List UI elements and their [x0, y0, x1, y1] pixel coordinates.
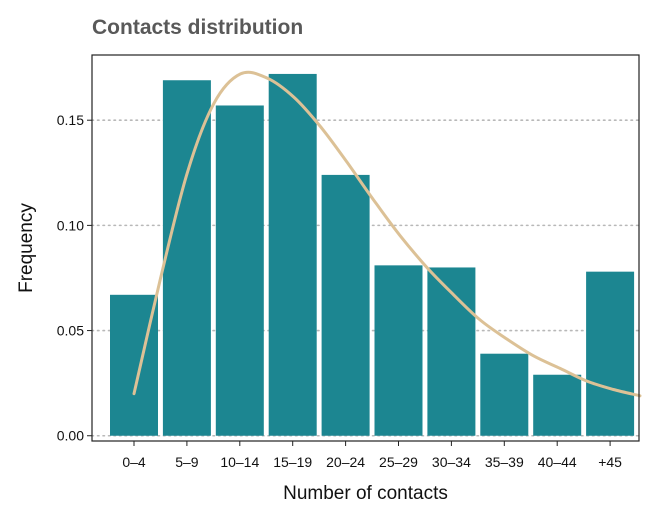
y-tick-label: 0.10	[57, 217, 84, 233]
x-tick-label: 15–19	[273, 454, 312, 470]
x-tick-label: 35–39	[485, 454, 524, 470]
bar-1	[162, 80, 211, 436]
x-tick-label: 0–4	[122, 454, 146, 470]
bar-8	[533, 374, 582, 436]
x-tick-label: 25–29	[379, 454, 418, 470]
y-axis-title: Frequency	[16, 203, 37, 293]
bar-9	[586, 271, 635, 436]
bars	[110, 73, 635, 436]
bar-7	[480, 353, 529, 436]
y-tick-label: 0.15	[57, 112, 84, 128]
density-curve	[132, 70, 642, 398]
x-tick-label: 20–24	[326, 454, 365, 470]
plot-frame-layer	[91, 54, 640, 442]
bar-4	[321, 174, 370, 436]
bar-3	[268, 73, 317, 436]
x-axis-title: Number of contacts	[283, 483, 448, 504]
x-tick-label: 10–14	[220, 454, 259, 470]
bar-5	[374, 265, 423, 436]
x-tick-label: 5–9	[175, 454, 199, 470]
x-tick-label: 40–44	[538, 454, 577, 470]
chart-title: Contacts distribution	[92, 16, 304, 39]
y-tick-label: 0.05	[57, 323, 84, 339]
y-tick-label: 0.00	[57, 428, 84, 444]
x-tick-label: 30–34	[432, 454, 471, 470]
plot-frame	[91, 54, 640, 442]
bar-6	[427, 267, 476, 436]
x-tick-label: +45	[598, 454, 622, 470]
bar-2	[215, 105, 264, 436]
y-axis-ticks: 0.00 0.05 0.10 0.15	[57, 112, 92, 444]
x-axis-ticks: 0–4 5–9 10–14 15–19 20–24 25–29 30–34 35–39 40–4…	[122, 441, 622, 470]
density-curve-layer	[132, 70, 642, 398]
